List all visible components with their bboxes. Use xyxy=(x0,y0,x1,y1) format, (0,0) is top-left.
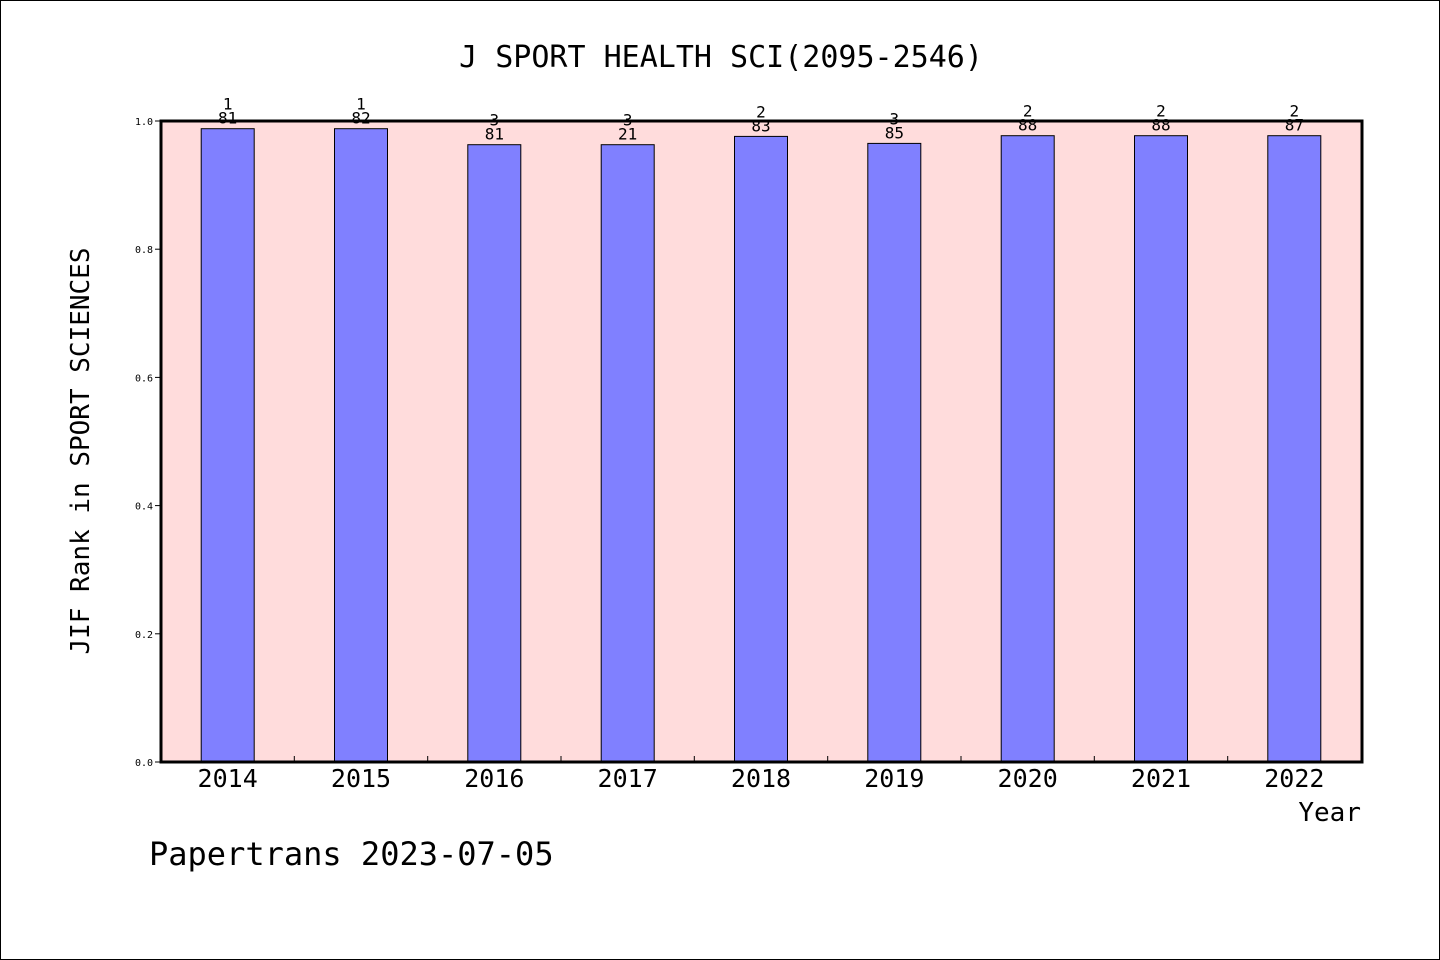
y-axis-label: JIF Rank in SPORT SCIENCES xyxy=(66,248,96,655)
bar-rank-label: 2 xyxy=(1023,102,1033,121)
x-tick-label: 2015 xyxy=(331,764,391,793)
bar-rank-label: 2 xyxy=(1156,102,1166,121)
x-tick-label: 2022 xyxy=(1264,764,1324,793)
bar-2015 xyxy=(334,128,388,763)
bar-rank-label: 1 xyxy=(223,95,233,114)
y-tick-label: 0.8 xyxy=(135,245,153,256)
bar-total-label: 81 xyxy=(485,125,504,144)
bar-2019 xyxy=(867,142,922,763)
bar-total-label: 83 xyxy=(751,116,770,135)
y-tick-label: 0.2 xyxy=(135,630,153,641)
x-tick-label: 2019 xyxy=(864,764,924,793)
bar-2021 xyxy=(1134,135,1188,763)
x-tick-label: 2020 xyxy=(998,764,1058,793)
bar-total-label: 88 xyxy=(1018,116,1037,135)
plot-frame xyxy=(159,119,1364,764)
y-tick-label: 0.0 xyxy=(135,758,153,769)
bar-total-label: 88 xyxy=(1151,116,1170,135)
bar-2020 xyxy=(1000,135,1055,763)
bar-2014 xyxy=(200,128,255,763)
x-tick-label: 2016 xyxy=(464,764,524,793)
y-tick-label: 0.4 xyxy=(135,502,153,513)
bar-total-label: 87 xyxy=(1285,116,1304,135)
x-axis-label: Year xyxy=(1298,798,1361,828)
bar-2022 xyxy=(1267,135,1322,763)
bar-total-label: 85 xyxy=(885,123,904,142)
bar-total-label: 21 xyxy=(618,125,637,144)
bar-2016 xyxy=(467,144,522,763)
x-axis: 2014 2015 2016 2017 2018 2019 2020 2021 2022 xyxy=(198,756,1324,793)
bars-group xyxy=(200,128,1322,763)
bar-rank-label: 2 xyxy=(1290,102,1300,121)
y-axis: 0.0 0.2 0.4 0.6 0.8 1.0 xyxy=(135,117,161,769)
bar-2017 xyxy=(600,144,655,763)
bar-rank-label: 3 xyxy=(890,109,900,128)
x-tick-label: 2014 xyxy=(198,764,258,793)
x-tick-label: 2021 xyxy=(1131,764,1191,793)
bar-total-label: 81 xyxy=(218,109,237,128)
chart-title: J SPORT HEALTH SCI(2095-2546) xyxy=(459,40,983,75)
y-tick-label: 1.0 xyxy=(135,117,153,128)
footer-credit: Papertrans 2023-07-05 xyxy=(149,835,554,873)
x-tick-label: 2018 xyxy=(731,764,791,793)
x-tick-label: 2017 xyxy=(598,764,658,793)
bar-rank-label: 2 xyxy=(756,102,766,121)
bar-2018 xyxy=(734,135,788,763)
y-tick-label: 0.6 xyxy=(135,373,153,384)
bar-total-label: 82 xyxy=(351,109,370,128)
bar-rank-label: 1 xyxy=(356,95,366,114)
